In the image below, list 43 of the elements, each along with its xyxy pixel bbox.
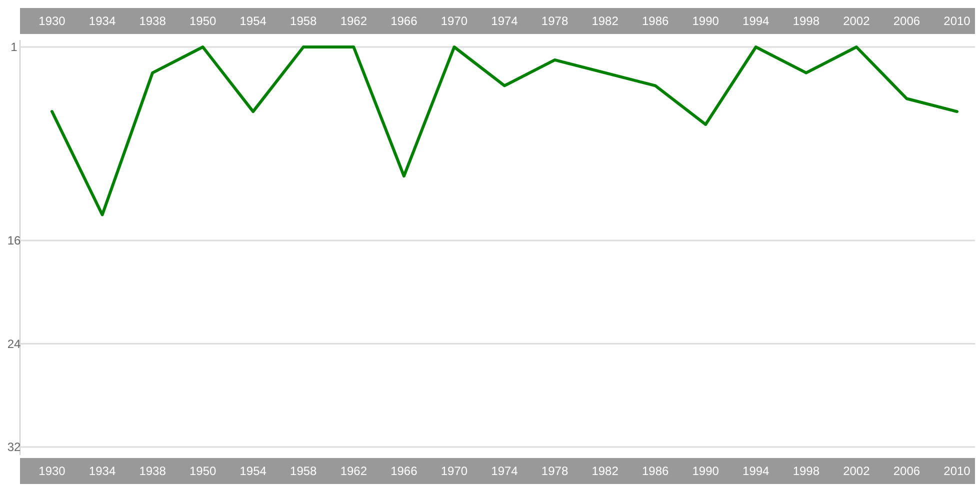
category-label: 1986: [642, 14, 669, 28]
category-label: 1950: [189, 14, 216, 28]
x-tick-label: 1982: [592, 464, 619, 478]
category-label: 1966: [390, 14, 418, 28]
x-tick-label: 1962: [340, 464, 368, 478]
x-tick-label: 1966: [390, 464, 418, 478]
category-label: 1994: [742, 14, 770, 28]
x-tick-label: 2010: [944, 464, 971, 478]
category-label: 1930: [38, 14, 66, 28]
category-label: 1962: [340, 14, 368, 28]
x-tick-label: 1974: [491, 464, 518, 478]
x-tick-label: 1930: [38, 464, 66, 478]
x-tick-label: 1994: [742, 464, 770, 478]
y-tick-label: 24: [7, 336, 21, 351]
category-label: 1998: [792, 14, 820, 28]
x-tick-label: 1978: [541, 464, 568, 478]
category-label: 1990: [692, 14, 719, 28]
category-label: 2006: [893, 14, 920, 28]
category-label: 1974: [491, 14, 518, 28]
category-label: 1938: [139, 14, 166, 28]
x-tick-label: 1958: [290, 464, 318, 478]
category-label: 1982: [592, 14, 618, 28]
x-tick-label: 1986: [642, 464, 670, 478]
y-tick-label: 32: [7, 440, 21, 454]
x-tick-label: 1938: [139, 464, 166, 478]
x-tick-label: 1934: [88, 464, 116, 478]
category-label: 1934: [88, 14, 116, 28]
x-tick-label: 1970: [440, 464, 468, 478]
y-tick-label: 1: [10, 40, 18, 54]
x-tick-label: 1998: [792, 464, 820, 478]
category-label: 1954: [240, 14, 266, 28]
x-tick-label: 1954: [240, 464, 267, 478]
category-label: 2002: [843, 14, 870, 28]
category-label: 1958: [290, 14, 317, 28]
category-label: 1978: [541, 14, 568, 28]
x-tick-label: 1990: [692, 464, 720, 478]
category-label: 2010: [944, 14, 970, 28]
x-tick-label: 1950: [189, 464, 217, 478]
x-tick-label: 2002: [843, 464, 870, 478]
x-tick-label: 2006: [893, 464, 920, 478]
line-series: [50, 46, 958, 216]
category-label: 1970: [440, 14, 468, 28]
y-tick-label: 16: [7, 234, 21, 248]
